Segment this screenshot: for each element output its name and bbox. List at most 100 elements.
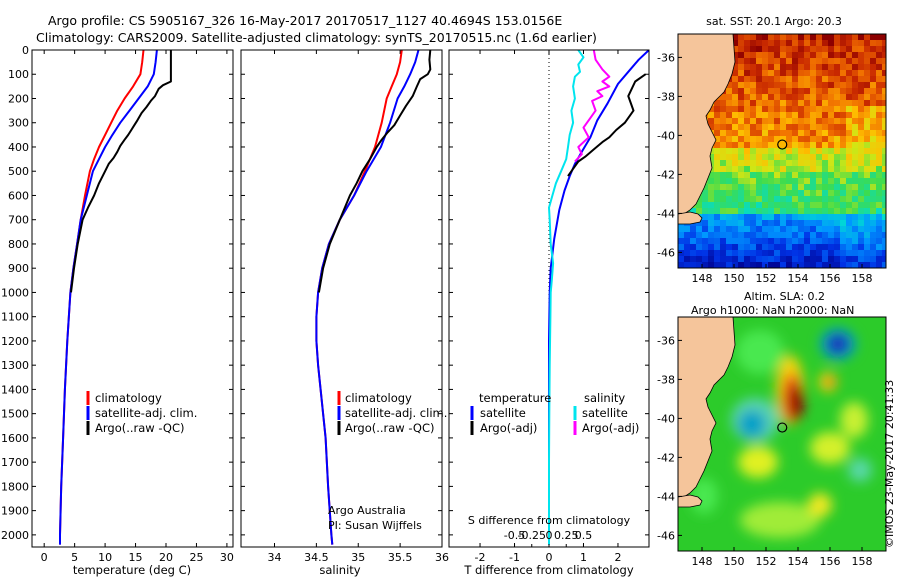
sst-cell	[780, 124, 786, 130]
sst-cell	[876, 256, 882, 262]
salinity-xtick-label: 35	[351, 551, 365, 564]
sla-map-ytick-label: -42	[657, 451, 675, 464]
sst-cell	[768, 88, 774, 94]
sst-cell	[882, 232, 886, 238]
sst-cell	[876, 208, 882, 214]
sst-cell	[816, 100, 822, 106]
sst-cell	[774, 232, 780, 238]
sst-cell	[864, 130, 870, 136]
sst-cell	[780, 196, 786, 202]
sst-cell	[870, 94, 876, 100]
sst-cell	[762, 130, 768, 136]
sst-cell	[726, 124, 732, 130]
sst-cell	[774, 70, 780, 76]
sst-cell	[732, 154, 738, 160]
sst-cell	[714, 214, 720, 220]
sst-cell	[774, 124, 780, 130]
sst-cell	[792, 178, 798, 184]
sst-cell	[870, 166, 876, 172]
sst-cell	[804, 112, 810, 118]
temperature-series-climatology	[59, 50, 145, 545]
sst-cell	[738, 70, 744, 76]
sst-cell	[870, 160, 876, 166]
temperature-panel: 0 5 10 15 20 25 300100200300400500600700800900…	[1, 44, 234, 577]
sla-map-ytick-label: -40	[657, 412, 675, 425]
sst-cell	[834, 142, 840, 148]
sst-cell	[756, 208, 762, 214]
sst-cell	[870, 196, 876, 202]
sst-cell	[834, 106, 840, 112]
sst-cell	[768, 106, 774, 112]
sst-cell	[864, 112, 870, 118]
sst-cell	[780, 118, 786, 124]
sst-cell	[786, 238, 792, 244]
sst-cell	[762, 202, 768, 208]
sst-cell	[696, 256, 702, 262]
sst-cell	[732, 190, 738, 196]
sst-cell	[762, 118, 768, 124]
sst-cell	[822, 58, 828, 64]
sst-cell	[786, 202, 792, 208]
salinity-legend-satellite: satellite-adj. clim.	[345, 406, 447, 420]
sst-cell	[822, 184, 828, 190]
sst-cell	[828, 220, 834, 226]
sst-cell	[846, 154, 852, 160]
sst-cell	[864, 34, 870, 40]
sst-cell	[840, 58, 846, 64]
sst-cell	[810, 64, 816, 70]
sst-cell	[780, 70, 786, 76]
sst-cell	[822, 100, 828, 106]
sst-cell	[750, 160, 756, 166]
sst-cell	[750, 220, 756, 226]
sst-cell	[858, 82, 864, 88]
sst-cell	[810, 208, 816, 214]
sst-cell	[756, 178, 762, 184]
sst-cell	[810, 196, 816, 202]
salinity-legend-argo: Argo(..raw -QC)	[345, 421, 435, 435]
difference-xlabel: T difference from climatology	[463, 563, 634, 577]
sst-cell	[768, 94, 774, 100]
sst-cell	[876, 154, 882, 160]
sst-cell	[870, 202, 876, 208]
sst-cell	[756, 250, 762, 256]
sst-cell	[714, 100, 720, 106]
sst-cell	[876, 70, 882, 76]
sst-cell	[882, 52, 886, 58]
sst-map-ytick-label: -44	[657, 207, 675, 220]
sst-cell	[816, 232, 822, 238]
temperature-ytick-label: 200	[8, 92, 29, 105]
sst-cell	[798, 148, 804, 154]
sst-cell	[816, 64, 822, 70]
sst-cell	[864, 70, 870, 76]
sst-cell	[762, 166, 768, 172]
sst-cell	[882, 214, 886, 220]
sst-cell	[726, 154, 732, 160]
sst-cell	[744, 40, 750, 46]
sst-cell	[834, 214, 840, 220]
sst-cell	[840, 250, 846, 256]
sst-cell	[810, 238, 816, 244]
sst-cell	[810, 88, 816, 94]
sst-map-ticks: 148 150 152 154 156 158 -36 -38 -40 -42 -44 -46	[657, 51, 872, 285]
sst-cell	[744, 124, 750, 130]
sst-cell	[852, 88, 858, 94]
sst-cell	[858, 250, 864, 256]
sst-cell	[792, 166, 798, 172]
sst-cell	[876, 172, 882, 178]
sst-cell	[726, 208, 732, 214]
sst-cell	[780, 94, 786, 100]
sst-cell	[750, 88, 756, 94]
sst-cell	[696, 238, 702, 244]
sst-cell	[750, 226, 756, 232]
sst-cell	[876, 184, 882, 190]
sst-cell	[828, 82, 834, 88]
sst-cell	[738, 88, 744, 94]
sla-map-title-line1: Altim. SLA: 0.2	[744, 290, 825, 303]
sst-cell	[792, 46, 798, 52]
sst-cell	[678, 232, 684, 238]
sst-cell	[876, 64, 882, 70]
sst-cell	[750, 202, 756, 208]
sst-cell	[852, 124, 858, 130]
sst-cell	[840, 190, 846, 196]
sst-cell	[822, 136, 828, 142]
